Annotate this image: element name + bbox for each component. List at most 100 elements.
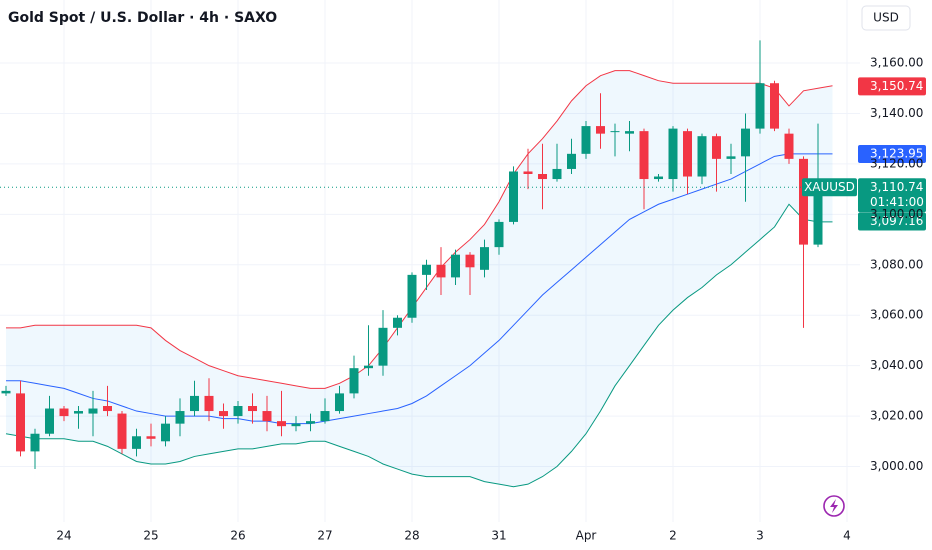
candle-body xyxy=(190,395,199,412)
candle-body xyxy=(117,413,127,449)
candle-body xyxy=(219,411,228,417)
price-tag-label: 3,110.74 xyxy=(870,180,923,194)
x-tick-label: 31 xyxy=(491,529,506,543)
candle-body xyxy=(726,156,736,159)
candle-body xyxy=(538,174,547,180)
price-tag-label: 3,097.16 xyxy=(870,214,923,228)
candle-body xyxy=(146,436,156,439)
y-tick-label: 3,060.00 xyxy=(870,308,923,322)
candle-body xyxy=(16,393,25,452)
candle-body xyxy=(407,274,417,318)
candle-body xyxy=(175,411,185,424)
candle-body xyxy=(567,153,576,169)
x-tick-label: 28 xyxy=(404,529,419,543)
y-tick-label: 3,020.00 xyxy=(870,409,923,423)
x-tick-label: 4 xyxy=(843,529,851,543)
x-tick-label: 27 xyxy=(317,529,332,543)
candle-body xyxy=(291,423,301,427)
x-tick-label: 26 xyxy=(230,529,245,543)
candle-body xyxy=(1,390,11,394)
candle-body xyxy=(480,247,489,270)
candle-body xyxy=(610,131,620,133)
x-tick-label: 2 xyxy=(669,529,677,543)
currency-button[interactable] xyxy=(861,5,911,31)
candle-body xyxy=(233,406,243,417)
y-tick-label: 3,040.00 xyxy=(870,358,923,372)
chart-title: Gold Spot / U.S. Dollar · 4h · SAXO xyxy=(8,10,277,26)
y-tick-label: 3,100.00 xyxy=(870,207,923,221)
candle-body xyxy=(465,254,475,268)
price-tag xyxy=(858,178,926,213)
x-tick-label: 24 xyxy=(56,529,71,543)
candle-body xyxy=(306,421,315,424)
lightning-button[interactable] xyxy=(823,495,845,517)
band-line xyxy=(5,203,833,488)
lightning-icon[interactable] xyxy=(830,499,838,513)
price-tag-label: 3,150.74 xyxy=(870,79,923,93)
candle-body xyxy=(668,128,678,180)
candle-body xyxy=(581,126,591,154)
candle-body xyxy=(770,83,779,129)
candle-body xyxy=(378,327,388,366)
countdown-label: 01:41:00 xyxy=(870,195,924,209)
y-tick-label: 3,000.00 xyxy=(870,459,923,473)
candle-body xyxy=(393,317,402,328)
candle-body xyxy=(277,421,286,427)
price-tag xyxy=(858,144,926,163)
candle-body xyxy=(436,264,446,278)
candle-body xyxy=(494,221,504,248)
x-tick-label: Apr xyxy=(576,529,597,543)
candle-body xyxy=(30,433,40,452)
candle-body xyxy=(364,365,373,369)
candle-body xyxy=(799,158,808,245)
candle-body xyxy=(741,128,750,157)
currency-label[interactable]: USD xyxy=(873,11,899,25)
candle-body xyxy=(103,406,112,412)
candle-body xyxy=(74,411,83,414)
y-tick-label: 3,140.00 xyxy=(870,106,923,120)
x-tick-label: 3 xyxy=(756,529,764,543)
candle-body xyxy=(712,136,721,159)
candle-body xyxy=(683,131,692,177)
candle-body xyxy=(88,408,98,414)
symbol-label: XAUUSD xyxy=(804,180,855,194)
candle-body xyxy=(320,411,330,422)
candle-body xyxy=(204,395,214,412)
candle-body xyxy=(451,254,460,278)
candle-body xyxy=(161,423,170,442)
band-line xyxy=(6,153,833,425)
candle-body xyxy=(654,176,663,180)
bands xyxy=(5,70,833,488)
candle-body xyxy=(596,126,605,134)
y-tick-label: 3,160.00 xyxy=(870,56,923,70)
candle-body xyxy=(59,408,69,417)
candle-body xyxy=(697,136,707,177)
candle-body xyxy=(335,393,344,412)
candle-body xyxy=(639,131,649,180)
y-tick-label: 3,080.00 xyxy=(870,257,923,271)
candle-body xyxy=(248,406,257,412)
candle-body xyxy=(422,264,431,275)
y-tick-label: 3,120.00 xyxy=(870,156,923,170)
candle-body xyxy=(523,171,533,174)
price-tag xyxy=(858,77,926,96)
band-fill xyxy=(6,70,833,487)
candle-body xyxy=(45,408,54,434)
band-line xyxy=(6,70,833,389)
candles xyxy=(1,40,823,470)
candle-body xyxy=(625,131,634,134)
x-tick-label: 25 xyxy=(143,529,158,543)
price-tag-label: 3,123.95 xyxy=(870,146,923,160)
candle-body xyxy=(784,133,794,159)
candle-body xyxy=(552,168,562,180)
candle-body xyxy=(813,187,823,245)
price-tag xyxy=(858,212,926,231)
candle-body xyxy=(755,83,765,129)
candle-body xyxy=(509,171,518,222)
candle-body xyxy=(262,411,272,422)
symbol-tag xyxy=(802,178,857,197)
candle-body xyxy=(132,436,141,449)
candle-body xyxy=(349,368,359,394)
